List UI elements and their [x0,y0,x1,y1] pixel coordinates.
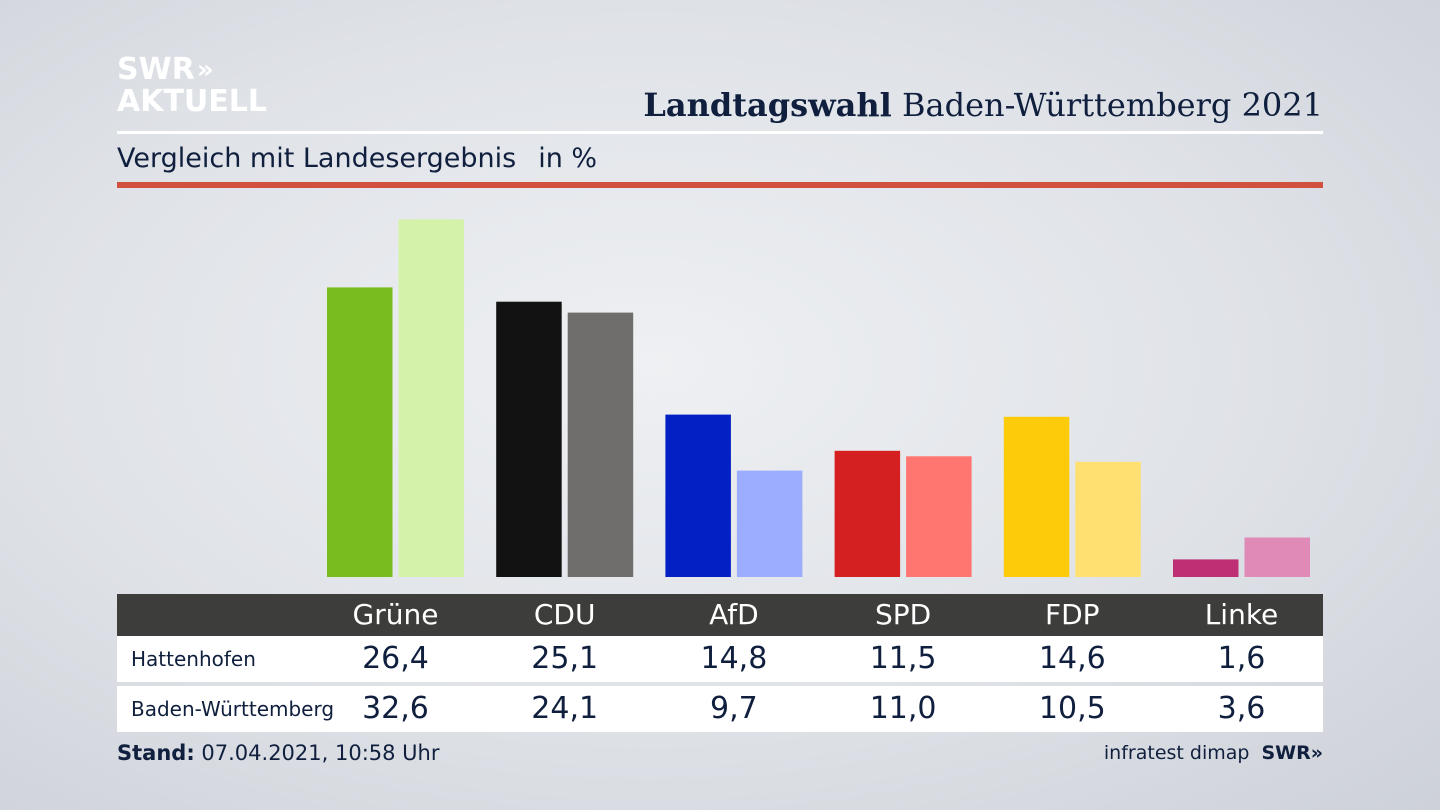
source-text: infratest dimap [1103,742,1250,764]
bar-local-1 [496,301,562,577]
column-header: SPD [874,598,932,631]
source-credit: infratest dimap SWR» [1104,742,1323,764]
swr-logo: SWR» [1261,742,1323,764]
value-cell: 26,4 [362,641,429,676]
bar-state-4 [1075,461,1141,577]
unit-label: in % [538,143,598,174]
logo-line2: AKTUELL [117,84,268,119]
subtitle-text: Vergleich mit Landesergebnis [117,143,517,174]
swr-aktuell-logo: SWR» AKTUELL [117,54,267,118]
value-cell: 10,5 [1038,691,1106,726]
column-header: CDU [533,598,596,631]
title-rest: Baden-Württemberg 2021 [891,86,1323,124]
value-cell: 14,8 [700,641,768,676]
chart-subtitle: Vergleich mit Landesergebnis in % [117,143,597,174]
value-cell: 9,7 [710,691,758,726]
bar-local-0 [327,287,393,577]
page-title: Landtagswahl Baden-Württemberg 2021 [643,86,1323,124]
column-header: FDP [1045,598,1100,631]
stand-label: Stand: [117,741,195,765]
bar-state-2 [736,470,803,577]
bar-local-4 [1003,416,1070,577]
table-row: Baden-Württemberg 32,6 24,1 9,7 11,0 10,5 3,6 [117,686,1323,732]
value-cell: 1,6 [1217,641,1266,676]
column-header: AfD [709,598,759,631]
bar-local-2 [665,414,731,577]
stand-value: 07.04.2021, 10:58 Uhr [194,741,440,765]
title-bold: Landtagswahl [643,86,892,124]
row-label: Hattenhofen [131,647,256,671]
column-header: Grüne [352,598,439,631]
table-header: Grüne CDU AfD SPD FDP Linke [117,594,1323,636]
value-cell: 32,6 [362,691,429,726]
bar-state-3 [906,456,972,577]
bar-local-5 [1173,559,1239,577]
row-label: Baden-Württemberg [131,697,335,721]
logo-line1: SWR [117,52,195,87]
header-divider [117,131,1323,134]
bar-state-0 [398,219,464,577]
timestamp: Stand: 07.04.2021, 10:58 Uhr [117,741,440,765]
bar-local-3 [834,450,901,577]
accent-divider [117,182,1323,188]
value-cell: 11,0 [869,691,937,726]
bar-state-5 [1244,537,1310,577]
value-cell: 25,1 [531,641,599,676]
bar-state-1 [567,312,634,577]
column-header: Linke [1204,598,1279,631]
value-cell: 11,5 [869,641,937,676]
value-cell: 3,6 [1217,691,1266,726]
value-cell: 24,1 [531,691,599,726]
table-row: Hattenhofen 26,4 25,1 14,8 11,5 14,6 1,6 [117,636,1323,682]
results-table: Grüne CDU AfD SPD FDP Linke Hattenhofen 26,4 25… [117,594,1323,732]
value-cell: 14,6 [1038,641,1106,676]
